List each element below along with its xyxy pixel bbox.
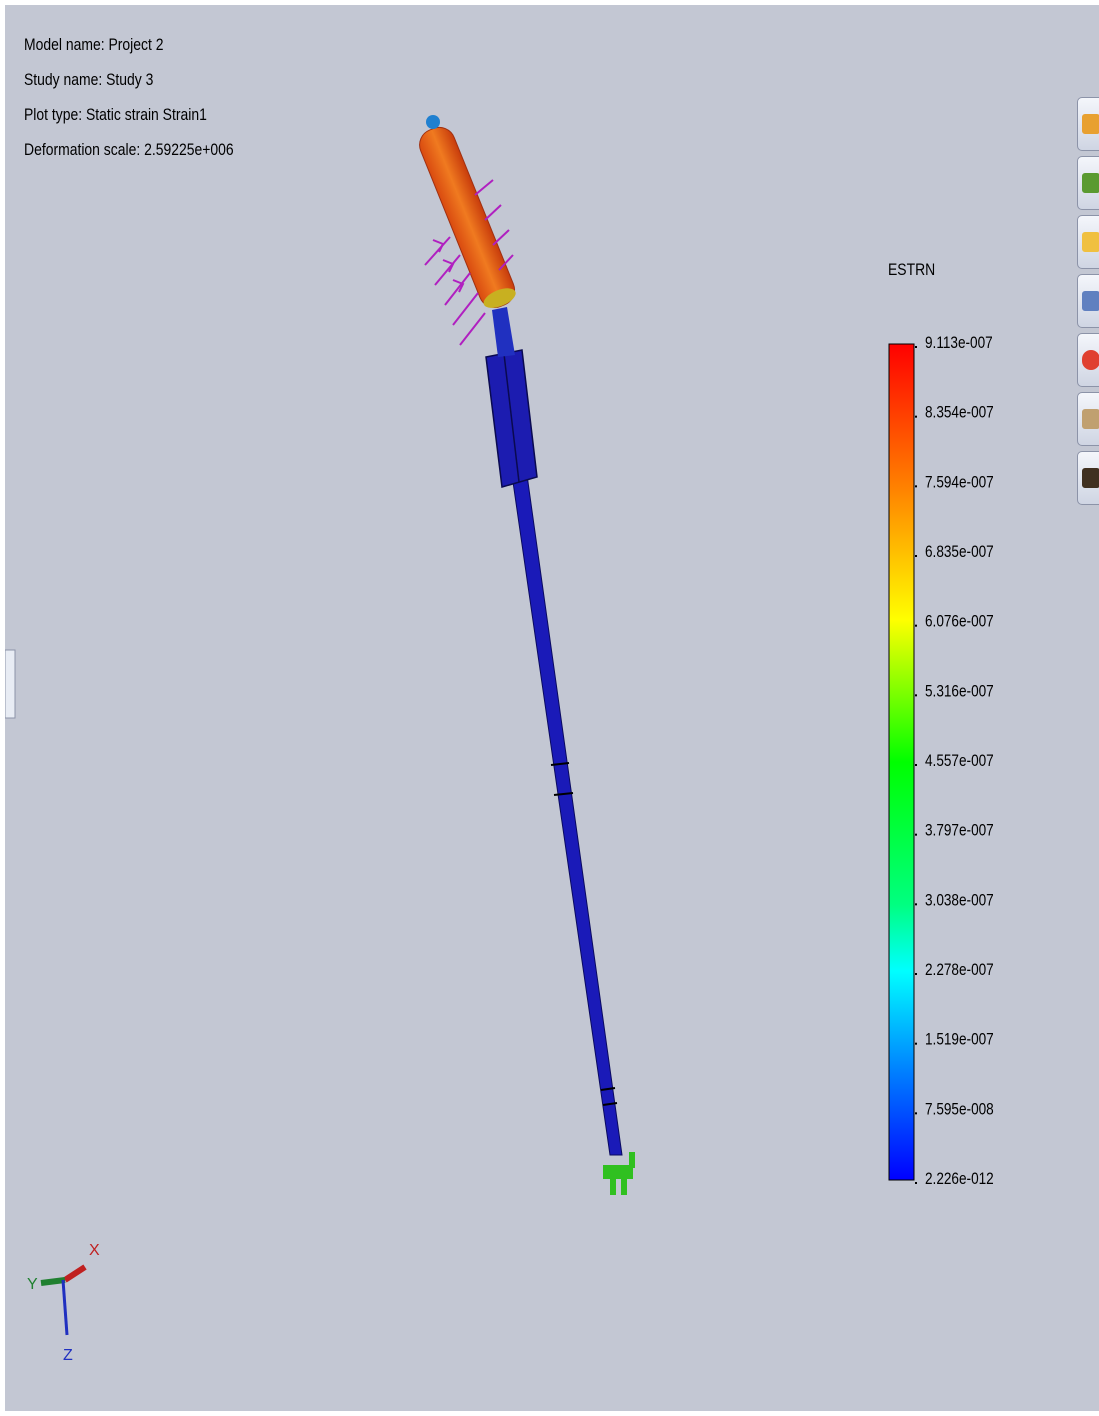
x-label: X xyxy=(89,1242,100,1259)
legend-tick xyxy=(915,346,917,348)
toolbar-home[interactable] xyxy=(1077,97,1099,151)
fixture-part xyxy=(621,1177,627,1195)
cylinder-body xyxy=(415,123,520,313)
toolbar-display[interactable] xyxy=(1077,451,1099,505)
legend-tick xyxy=(915,555,917,557)
toolbar-appearance[interactable] xyxy=(1077,333,1099,387)
legend-label: 3.038e-007 xyxy=(925,891,994,910)
page: {"info": {"model_name": "Model name: Pro… xyxy=(0,0,1099,1416)
z-axis xyxy=(63,1280,67,1335)
legend-tick xyxy=(915,834,917,836)
axis-triad: X Y Z xyxy=(27,1242,100,1364)
toolbar-results[interactable] xyxy=(1077,156,1099,210)
legend-label: 8.354e-007 xyxy=(925,403,994,422)
toolbar-folder[interactable] xyxy=(1077,215,1099,269)
legend-label: 2.226e-012 xyxy=(925,1170,994,1189)
neck xyxy=(492,307,515,357)
fixture-part xyxy=(629,1152,635,1168)
x-axis xyxy=(65,1267,85,1280)
legend-tick xyxy=(915,973,917,975)
legend-label: 1.519e-007 xyxy=(925,1030,994,1049)
fixture-part xyxy=(610,1177,616,1195)
toolbar-scene[interactable] xyxy=(1077,392,1099,446)
legend-label: 6.076e-007 xyxy=(925,612,994,631)
legend-tick xyxy=(915,764,917,766)
legend-tick xyxy=(915,625,917,627)
legend-label: 6.835e-007 xyxy=(925,543,994,562)
legend-label: 7.595e-008 xyxy=(925,1100,994,1119)
legend-label: 2.278e-007 xyxy=(925,961,994,980)
legend-tick xyxy=(915,1112,917,1114)
legend-title: ESTRN xyxy=(888,261,935,280)
legend-label: 3.797e-007 xyxy=(925,821,994,840)
legend-label: 7.594e-007 xyxy=(925,473,994,492)
legend-tick xyxy=(915,1182,917,1184)
z-label: Z xyxy=(63,1347,73,1364)
legend-label: 9.113e-007 xyxy=(925,334,993,353)
model-view: X Y Z ESTRN 9.113e-007 8.354e-007 7.594e-0… xyxy=(5,5,1099,1411)
arrow-heads xyxy=(433,240,463,292)
legend-labels: 9.113e-007 8.354e-007 7.594e-007 6.835e-007… xyxy=(915,334,994,1189)
y-label: Y xyxy=(27,1276,38,1293)
colorbar xyxy=(889,344,914,1180)
legend-label: 5.316e-007 xyxy=(925,682,994,701)
legend-tick xyxy=(915,416,917,418)
legend-tick xyxy=(915,1043,917,1045)
spring-cylinder xyxy=(415,123,520,313)
shaft xyxy=(512,475,622,1155)
fixture xyxy=(603,1152,635,1195)
legend-tick xyxy=(915,485,917,487)
top-cap xyxy=(426,115,440,129)
side-panel-tab[interactable] xyxy=(5,650,15,718)
toolbar-properties[interactable] xyxy=(1077,274,1099,328)
graphics-viewport[interactable]: Model name: Project 2 Study name: Study … xyxy=(5,5,1099,1411)
legend-tick xyxy=(915,903,917,905)
legend-tick xyxy=(915,694,917,696)
fixture-part xyxy=(603,1165,633,1179)
y-axis xyxy=(41,1280,65,1283)
legend-label: 4.557e-007 xyxy=(925,752,994,771)
